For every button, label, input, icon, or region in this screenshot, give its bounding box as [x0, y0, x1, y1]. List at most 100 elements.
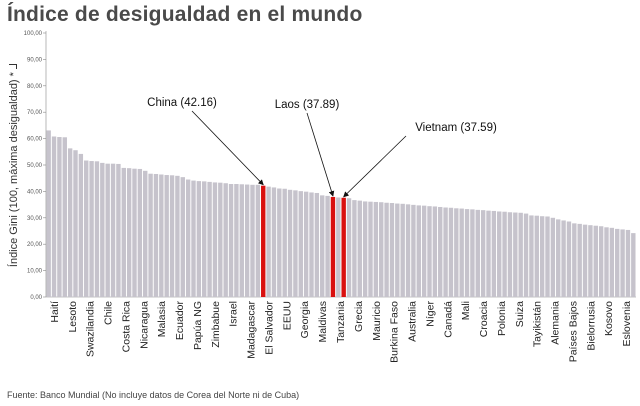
bar: [507, 212, 513, 297]
category-label: El Salvador: [263, 301, 275, 355]
bar: [448, 207, 454, 297]
category-label: Croacia: [478, 301, 490, 337]
annotation-label: Vietnam (37.59): [415, 122, 497, 134]
annotation-arrow: [191, 110, 264, 186]
category-label: Níger: [424, 301, 436, 327]
bar: [293, 190, 298, 297]
bar: [470, 209, 475, 297]
bar: [572, 223, 577, 297]
bar: [577, 223, 582, 297]
y-tick-label: 20,00: [27, 242, 43, 248]
category-label: Madagascar: [246, 300, 258, 358]
category-label: Burkina Faso: [389, 301, 401, 363]
bar: [566, 221, 572, 297]
bar: [223, 183, 228, 297]
bar: [513, 212, 518, 297]
bar: [346, 198, 352, 297]
bar: [84, 160, 89, 297]
category-label: Tanzania: [335, 301, 347, 343]
bar: [523, 213, 529, 297]
category-label: Mauricio: [371, 301, 383, 341]
annotation-arrow: [343, 135, 407, 198]
bar: [185, 179, 191, 297]
category-label: Ecuador: [174, 300, 186, 340]
bar: [362, 201, 368, 297]
bar: [491, 210, 497, 297]
category-label: Israel: [228, 301, 240, 327]
bar: [132, 168, 137, 297]
bar: [486, 210, 491, 297]
category-label: Chile: [103, 301, 115, 325]
category-label: Bielorrusia: [585, 301, 597, 351]
source-footnote: Fuente: Banco Mundial (No incluye datos …: [7, 390, 300, 400]
bar: [110, 163, 116, 297]
bar: [604, 227, 609, 297]
bar: [432, 206, 438, 297]
bar: [416, 205, 421, 297]
category-label: Mali: [460, 301, 472, 320]
y-tick-label: 90,00: [27, 57, 43, 63]
category-label: Tayikistán: [532, 301, 544, 347]
y-tick-label: 80,00: [27, 84, 43, 90]
bar: [336, 197, 341, 297]
category-label: Suiza: [514, 301, 526, 327]
bar: [550, 217, 556, 297]
category-label: Eslovenia: [621, 301, 633, 347]
bar: [271, 187, 277, 297]
bar: [464, 209, 470, 297]
bar: [100, 162, 105, 297]
y-tick-label: 40,00: [27, 189, 43, 195]
annotation-label: China (42.16): [147, 97, 217, 109]
bar: [384, 202, 389, 297]
y-tick-label: 60,00: [27, 137, 43, 143]
bar: [51, 136, 57, 297]
bar: [395, 203, 400, 297]
bar: [561, 220, 566, 297]
bar: [121, 167, 126, 297]
bar: [400, 203, 405, 297]
y-tick-label: 10,00: [27, 269, 43, 275]
bar: [373, 201, 379, 297]
bar: [405, 204, 411, 297]
bar: [309, 192, 314, 297]
bar: [46, 130, 51, 297]
category-label: Costa Rica: [120, 301, 132, 353]
bar: [126, 168, 132, 297]
category-label: Alemania: [550, 301, 562, 345]
category-label: Kosovo: [603, 301, 615, 336]
bar: [475, 209, 480, 297]
highlighted-bar: [330, 196, 336, 297]
bar: [480, 210, 486, 297]
bar: [143, 170, 148, 297]
bar: [73, 150, 78, 297]
category-label: Georgia: [299, 301, 311, 339]
y-tick-label: 100,00: [24, 31, 43, 37]
bar: [427, 206, 432, 297]
bar: [255, 184, 261, 297]
bar: [89, 161, 94, 297]
bar: [94, 161, 100, 297]
bar: [556, 219, 561, 297]
bar: [368, 201, 373, 297]
bar: [148, 173, 153, 297]
bar: [153, 173, 159, 297]
bar: [62, 137, 67, 297]
bar: [234, 184, 239, 297]
annotation-arrow: [306, 112, 335, 197]
category-label: EEUU: [281, 301, 293, 330]
bar: [266, 186, 271, 297]
bar: [443, 207, 448, 297]
bar: [78, 153, 84, 297]
bar: [196, 181, 202, 297]
bar: [534, 215, 539, 297]
bar: [202, 181, 207, 297]
bar: [67, 148, 73, 297]
bar: [325, 195, 330, 297]
category-label: Malasia: [156, 301, 168, 337]
bar: [228, 184, 234, 297]
bar: [159, 174, 164, 297]
category-label: Países Bajos: [567, 301, 579, 362]
bar: [244, 184, 250, 297]
category-label: Zimbabue: [210, 301, 222, 348]
